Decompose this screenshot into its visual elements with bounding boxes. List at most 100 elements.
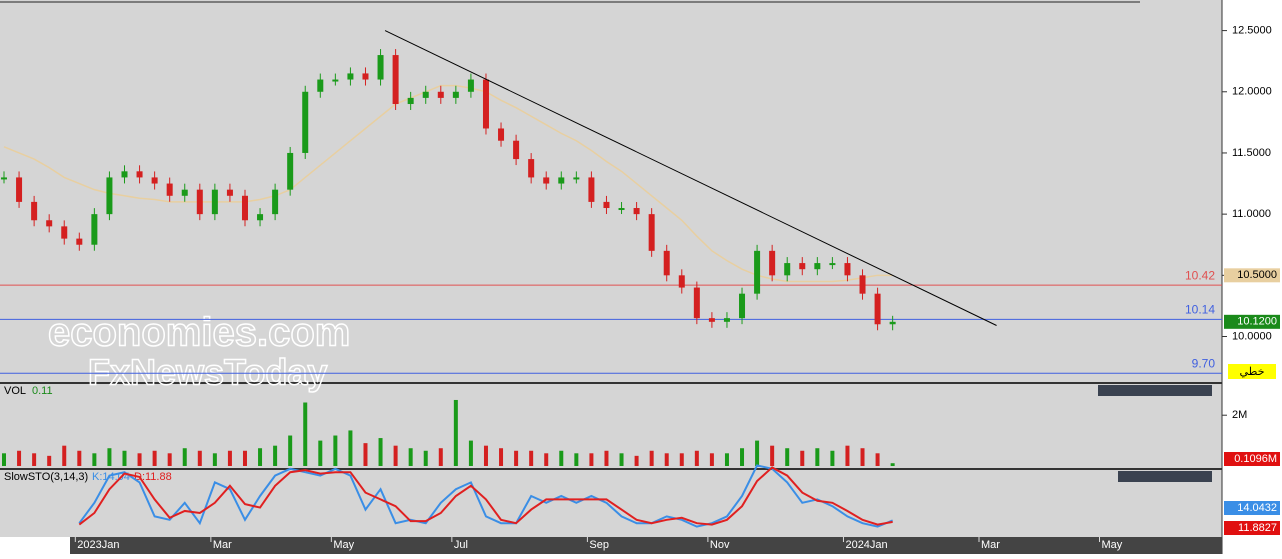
volume-bar xyxy=(47,455,52,466)
volume-bar xyxy=(544,453,549,466)
volume-bar xyxy=(589,453,594,466)
volume-bar xyxy=(32,453,37,466)
candle xyxy=(603,201,610,209)
volume-bar xyxy=(785,448,790,466)
volume-bar xyxy=(875,453,880,466)
volume-bar xyxy=(709,453,714,466)
volume-bar xyxy=(303,402,308,466)
level-label: 10.42 xyxy=(1185,268,1215,282)
candle xyxy=(784,263,791,276)
volume-bar xyxy=(694,450,699,466)
candle xyxy=(166,183,173,196)
candle xyxy=(769,250,776,276)
value-box xyxy=(1224,501,1280,515)
volume-bar xyxy=(604,450,609,466)
candle xyxy=(844,263,851,276)
volume-bar xyxy=(483,445,488,466)
moving-average xyxy=(3,84,893,283)
candle xyxy=(407,97,414,105)
value-box-label: 10.1200 xyxy=(1237,316,1277,328)
volume-bar xyxy=(559,450,564,466)
x-tick-label: Sep xyxy=(589,539,609,551)
candle xyxy=(31,201,38,221)
volume-bar xyxy=(755,440,760,466)
volume-bar xyxy=(393,445,398,466)
volume-bar xyxy=(77,450,82,466)
candle xyxy=(889,321,896,325)
panel-toolbar[interactable] xyxy=(1118,471,1212,482)
candle xyxy=(859,275,866,294)
value-box-label: 14.0432 xyxy=(1237,502,1277,514)
volume-bar xyxy=(724,453,729,466)
volume-bar xyxy=(514,450,519,466)
candle xyxy=(708,318,715,322)
y-tick-label: 11.0000 xyxy=(1232,208,1271,220)
volume-bar xyxy=(860,448,865,466)
volume-bar xyxy=(830,450,835,466)
candle xyxy=(76,238,83,245)
volume-bar xyxy=(137,453,142,466)
candle xyxy=(61,226,68,239)
mode-label: خطي xyxy=(1240,366,1265,378)
candle xyxy=(467,79,474,92)
y-tick-label: 11.5000 xyxy=(1232,147,1271,159)
volume-bar xyxy=(107,448,112,466)
panel-value: 0.11 xyxy=(32,385,53,397)
x-tick-label: May xyxy=(1102,539,1123,551)
candle xyxy=(91,214,98,245)
candle xyxy=(226,189,233,196)
candle xyxy=(482,79,489,129)
volume-bar xyxy=(423,450,428,466)
volume-bar xyxy=(258,448,263,466)
value-box xyxy=(1224,452,1280,466)
volume-bar xyxy=(649,450,654,466)
volume-bar xyxy=(664,453,669,466)
volume-bar xyxy=(574,453,579,466)
volume-bar xyxy=(468,440,473,466)
candle xyxy=(272,189,279,215)
volume-bar xyxy=(152,450,157,466)
candle xyxy=(588,177,595,202)
candle xyxy=(498,128,505,141)
candle xyxy=(392,55,399,105)
value-box-label: 10.5000 xyxy=(1237,269,1277,281)
candle xyxy=(663,250,670,276)
volume-bar xyxy=(122,450,127,466)
candle xyxy=(287,152,294,190)
value-box-label: 0.1096M xyxy=(1234,453,1277,465)
candle xyxy=(573,177,580,180)
volume-bar xyxy=(815,448,820,466)
plot-background xyxy=(0,0,1222,537)
volume-bar xyxy=(273,445,278,466)
volume-bar xyxy=(619,453,624,466)
candle xyxy=(121,171,128,178)
candle xyxy=(257,214,264,221)
x-tick-label: Mar xyxy=(981,539,1000,551)
panel-title: VOL xyxy=(4,385,26,397)
watermark: FxNewsToday xyxy=(88,352,327,393)
candle xyxy=(347,73,354,80)
candle xyxy=(618,208,625,211)
level-label: 10.14 xyxy=(1185,303,1215,317)
x-tick-label: 2024Jan xyxy=(845,539,887,551)
candle xyxy=(317,79,324,92)
volume-bar xyxy=(288,435,293,466)
x-axis-bar xyxy=(70,537,1222,554)
volume-bar xyxy=(378,438,383,466)
panel-toolbar[interactable] xyxy=(1098,385,1212,396)
volume-bar xyxy=(182,448,187,466)
volume-bar xyxy=(212,453,217,466)
y-tick-label: 2M xyxy=(1232,409,1247,421)
volume-bar xyxy=(363,443,368,466)
volume-bar xyxy=(167,453,172,466)
candle xyxy=(241,195,248,221)
candle xyxy=(46,220,53,227)
candle xyxy=(181,189,188,196)
candle xyxy=(558,177,565,184)
volume-bar xyxy=(770,445,775,466)
candle xyxy=(739,293,746,319)
y-tick-label: 10.0000 xyxy=(1232,330,1272,342)
candle xyxy=(633,208,640,215)
candle xyxy=(16,177,23,202)
volume-bar xyxy=(197,450,202,466)
